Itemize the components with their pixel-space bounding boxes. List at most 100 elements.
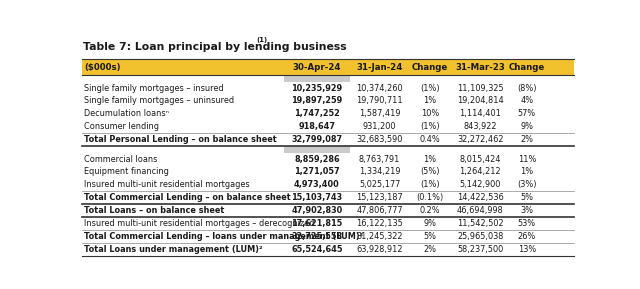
FancyBboxPatch shape: [83, 166, 573, 178]
Text: Total Commercial Lending – loans under management (LUM)²: Total Commercial Lending – loans under m…: [84, 232, 364, 241]
Text: 47,806,777: 47,806,777: [356, 206, 403, 215]
Text: 17,621,815: 17,621,815: [291, 219, 342, 228]
Text: 11%: 11%: [518, 155, 536, 164]
Text: 11,542,502: 11,542,502: [457, 219, 504, 228]
Text: 32,799,087: 32,799,087: [291, 135, 342, 144]
Text: Total Commercial Lending – on balance sheet: Total Commercial Lending – on balance sh…: [84, 193, 291, 202]
Text: 47,902,830: 47,902,830: [291, 206, 342, 215]
Text: 5,025,177: 5,025,177: [359, 180, 400, 189]
FancyBboxPatch shape: [83, 121, 573, 133]
Text: Decumulation loansⁿ: Decumulation loansⁿ: [84, 110, 170, 118]
Text: 57%: 57%: [518, 110, 536, 118]
Text: 1%: 1%: [423, 155, 436, 164]
Text: 5,142,900: 5,142,900: [460, 180, 501, 189]
Text: 1,264,212: 1,264,212: [460, 167, 501, 177]
Text: (5%): (5%): [420, 167, 440, 177]
Text: 32,725,558: 32,725,558: [291, 232, 342, 241]
Text: 10,374,260: 10,374,260: [356, 84, 403, 92]
Text: 0.2%: 0.2%: [420, 206, 440, 215]
Text: 13%: 13%: [518, 245, 536, 254]
Text: 4,973,400: 4,973,400: [294, 180, 340, 189]
FancyBboxPatch shape: [284, 75, 350, 81]
Text: 1,114,401: 1,114,401: [460, 110, 501, 118]
Text: 1,747,252: 1,747,252: [294, 110, 340, 118]
Text: 14,422,536: 14,422,536: [457, 193, 504, 202]
Text: (8%): (8%): [517, 84, 536, 92]
Text: 931,200: 931,200: [363, 122, 396, 131]
Text: 4%: 4%: [520, 97, 533, 105]
FancyBboxPatch shape: [83, 108, 573, 121]
Text: Total Loans under management (LUM)²: Total Loans under management (LUM)²: [84, 245, 263, 254]
Text: 1,587,419: 1,587,419: [359, 110, 400, 118]
Text: Commercial loans: Commercial loans: [84, 155, 158, 164]
Text: 53%: 53%: [518, 219, 536, 228]
Text: 9%: 9%: [520, 122, 533, 131]
Text: 843,922: 843,922: [463, 122, 497, 131]
Text: 2%: 2%: [520, 135, 533, 144]
Text: (0.1%): (0.1%): [416, 193, 444, 202]
Text: 918,647: 918,647: [298, 122, 335, 131]
FancyBboxPatch shape: [83, 75, 573, 81]
Text: 19,204,814: 19,204,814: [457, 97, 504, 105]
Text: 2%: 2%: [424, 245, 436, 254]
Text: 63,928,912: 63,928,912: [356, 245, 403, 254]
FancyBboxPatch shape: [83, 133, 573, 146]
Text: Change: Change: [412, 63, 448, 72]
Text: 8,015,424: 8,015,424: [460, 155, 501, 164]
FancyBboxPatch shape: [83, 95, 573, 108]
Text: 32,272,462: 32,272,462: [457, 135, 504, 144]
Text: 5%: 5%: [520, 193, 533, 202]
Text: 9%: 9%: [424, 219, 436, 228]
Text: 58,237,500: 58,237,500: [457, 245, 503, 254]
FancyBboxPatch shape: [83, 230, 573, 243]
FancyBboxPatch shape: [284, 146, 350, 153]
Text: (1): (1): [256, 37, 268, 43]
Text: 31,245,322: 31,245,322: [356, 232, 403, 241]
Text: ($000s): ($000s): [84, 63, 121, 72]
Text: 26%: 26%: [518, 232, 536, 241]
Text: 5%: 5%: [424, 232, 436, 241]
Text: 10%: 10%: [420, 110, 439, 118]
Text: Table 7: Loan principal by lending business: Table 7: Loan principal by lending busin…: [83, 42, 347, 52]
FancyBboxPatch shape: [83, 191, 573, 204]
Text: 46,694,998: 46,694,998: [457, 206, 504, 215]
Text: 15,103,743: 15,103,743: [291, 193, 342, 202]
Text: Single family mortgages – uninsured: Single family mortgages – uninsured: [84, 97, 235, 105]
Text: Change: Change: [509, 63, 545, 72]
Text: 1%: 1%: [520, 167, 533, 177]
Text: Single family mortgages – insured: Single family mortgages – insured: [84, 84, 224, 92]
FancyBboxPatch shape: [83, 81, 573, 95]
Text: Consumer lending: Consumer lending: [84, 122, 159, 131]
Text: (3%): (3%): [517, 180, 536, 189]
FancyBboxPatch shape: [83, 178, 573, 191]
FancyBboxPatch shape: [83, 153, 573, 166]
Text: 1,334,219: 1,334,219: [359, 167, 400, 177]
Text: (1%): (1%): [420, 180, 440, 189]
Text: 32,683,590: 32,683,590: [356, 135, 403, 144]
Text: 8,763,791: 8,763,791: [359, 155, 400, 164]
Text: 10,235,929: 10,235,929: [291, 84, 342, 92]
Text: 16,122,135: 16,122,135: [356, 219, 403, 228]
Text: 3%: 3%: [520, 206, 533, 215]
FancyBboxPatch shape: [83, 204, 573, 217]
Text: 0.4%: 0.4%: [419, 135, 440, 144]
FancyBboxPatch shape: [83, 59, 573, 75]
Text: 30-Apr-24: 30-Apr-24: [292, 63, 341, 72]
Text: 8,859,286: 8,859,286: [294, 155, 340, 164]
FancyBboxPatch shape: [83, 217, 573, 230]
Text: Insured multi-unit residential mortgages – derecognized: Insured multi-unit residential mortgages…: [84, 219, 315, 228]
Text: 15,123,187: 15,123,187: [356, 193, 403, 202]
Text: 31-Mar-23: 31-Mar-23: [455, 63, 505, 72]
Text: Total Loans – on balance sheet: Total Loans – on balance sheet: [84, 206, 225, 215]
Text: (1%): (1%): [420, 122, 440, 131]
Text: Total Personal Lending – on balance sheet: Total Personal Lending – on balance shee…: [84, 135, 277, 144]
Text: Insured multi-unit residential mortgages: Insured multi-unit residential mortgages: [84, 180, 250, 189]
Text: Equipment financing: Equipment financing: [84, 167, 170, 177]
Text: (1%): (1%): [420, 84, 440, 92]
Text: 19,790,711: 19,790,711: [356, 97, 403, 105]
Text: 1,271,057: 1,271,057: [294, 167, 340, 177]
FancyBboxPatch shape: [83, 243, 573, 256]
Text: 31-Jan-24: 31-Jan-24: [356, 63, 403, 72]
Text: 25,965,038: 25,965,038: [457, 232, 504, 241]
FancyBboxPatch shape: [83, 146, 573, 153]
